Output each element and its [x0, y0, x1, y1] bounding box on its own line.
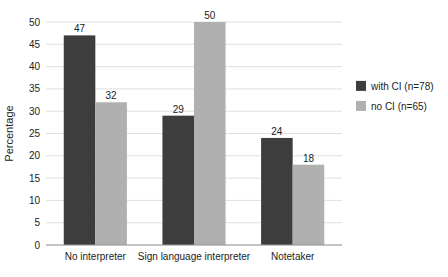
bars: [64, 22, 324, 245]
data-label: 18: [303, 153, 315, 164]
y-tick-label: 20: [29, 150, 41, 161]
y-tick-label: 30: [29, 106, 41, 117]
chart-svg: 0 5 10 15 20 25 30 35 40 45 50 Percentage 47 29 24 32 50…: [0, 0, 448, 277]
y-tick-label: 45: [29, 39, 41, 50]
bar: [293, 165, 325, 245]
y-tick-label: 15: [29, 173, 41, 184]
legend-swatch: [356, 81, 366, 91]
bar: [64, 35, 96, 245]
legend-label: no CI (n=65): [371, 101, 427, 112]
y-tick-label: 5: [34, 217, 40, 228]
x-tick-label: Sign language interpreter: [138, 251, 251, 262]
grid-line: [46, 245, 342, 246]
y-tick-label: 25: [29, 128, 41, 139]
y-tick-label: 0: [34, 240, 40, 251]
y-tick-label: 40: [29, 61, 41, 72]
x-tick-label: No interpreter: [65, 251, 127, 262]
bar: [95, 102, 127, 245]
data-label: 24: [271, 126, 283, 137]
data-labels: 47 29 24 32 50 18: [74, 10, 314, 164]
legend-swatch: [356, 101, 366, 111]
data-label: 47: [74, 23, 86, 34]
legend-label: with CI (n=78): [370, 81, 434, 92]
bar: [261, 138, 293, 245]
y-axis-label: Percentage: [3, 105, 15, 161]
bar: [194, 22, 226, 245]
y-tick-label: 35: [29, 83, 41, 94]
y-tick-label: 50: [29, 17, 41, 28]
data-label: 29: [173, 104, 185, 115]
bar: [162, 116, 194, 245]
data-label: 32: [106, 90, 118, 101]
y-tick-label: 10: [29, 195, 41, 206]
x-tick-label: Notetaker: [271, 251, 315, 262]
legend: with CI (n=78) no CI (n=65): [356, 81, 434, 112]
chart-container: 0 5 10 15 20 25 30 35 40 45 50 Percentage 47 29 24 32 50…: [0, 0, 448, 277]
x-axis-line: [46, 245, 342, 246]
data-label: 50: [204, 10, 216, 21]
grid: [46, 22, 342, 245]
